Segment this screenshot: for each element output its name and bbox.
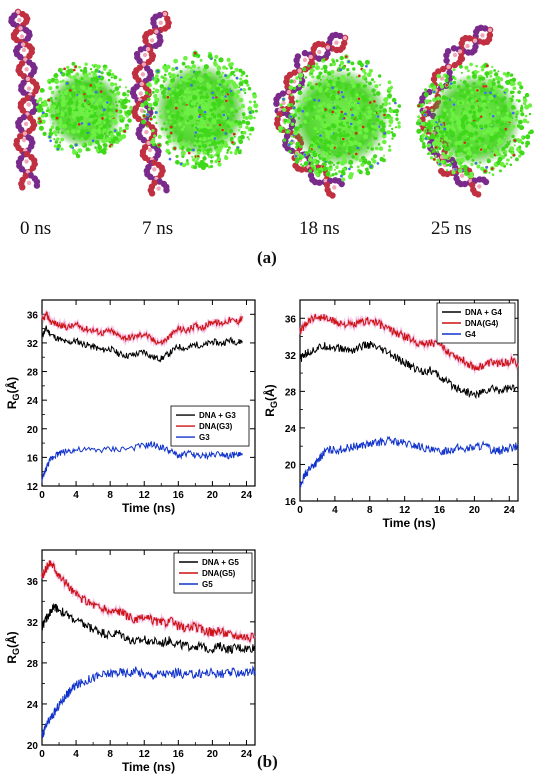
snapshot-label-0ns: 0 ns bbox=[20, 218, 52, 239]
series-line-g5 bbox=[41, 665, 256, 739]
legend-entry: G4 bbox=[465, 330, 476, 339]
y-axis-label: RG(Å) bbox=[262, 384, 279, 416]
x-tick-label: 20 bbox=[469, 505, 481, 516]
x-tick-label: 8 bbox=[367, 505, 373, 516]
rg-charts: 0 4 8 12 16 20 24 12 16 20 24 28 32 36 Time (ns) RG(Å) D… bbox=[4, 299, 520, 774]
y-tick-label: 24 bbox=[27, 396, 39, 407]
y-tick-label: 16 bbox=[285, 497, 297, 508]
dna-helix-0ns bbox=[8, 8, 41, 191]
legend-entry: DNA(G5) bbox=[202, 569, 236, 578]
y-axis-label: RG(Å) bbox=[4, 631, 21, 663]
series-line-g4 bbox=[299, 435, 519, 488]
rg-chart-g5: 0 4 8 12 16 20 24 20 24 28 32 36 Time (ns) RG(Å) DNA +… bbox=[4, 549, 256, 774]
y-tick-label: 32 bbox=[285, 351, 297, 362]
x-tick-label: 16 bbox=[173, 749, 185, 760]
series-line-dna-g4 bbox=[299, 341, 519, 400]
y-tick-label: 12 bbox=[27, 482, 39, 493]
x-tick-label: 16 bbox=[434, 505, 446, 516]
dendrimer-0ns bbox=[35, 61, 135, 159]
x-axis-label: Time (ns) bbox=[382, 516, 435, 530]
legend-entry: G5 bbox=[202, 580, 213, 589]
y-tick-label: 28 bbox=[27, 368, 39, 379]
x-tick-label: 20 bbox=[207, 490, 219, 501]
dendrimer-25ns bbox=[415, 62, 534, 179]
y-tick-label: 32 bbox=[27, 618, 39, 629]
y-tick-label: 16 bbox=[27, 453, 39, 464]
x-tick-label: 4 bbox=[73, 749, 79, 760]
x-tick-label: 24 bbox=[504, 505, 516, 516]
legend-entry: DNA(G3) bbox=[199, 422, 233, 431]
y-axis-label: RG(Å) bbox=[4, 377, 21, 409]
y-tick-label: 32 bbox=[27, 339, 39, 350]
y-tick-label: 24 bbox=[285, 424, 297, 435]
legend-entry: G3 bbox=[199, 433, 210, 442]
legend-entry: DNA(G4) bbox=[465, 319, 499, 328]
series-line-dna-g3 bbox=[41, 325, 243, 363]
x-tick-label: 0 bbox=[297, 505, 303, 516]
y-tick-label: 28 bbox=[27, 659, 39, 670]
x-tick-label: 0 bbox=[39, 749, 45, 760]
legend-entry: DNA + G3 bbox=[199, 411, 236, 420]
snapshot-label-25ns: 25 ns bbox=[431, 218, 472, 239]
x-tick-label: 12 bbox=[399, 505, 411, 516]
x-tick-label: 12 bbox=[139, 749, 151, 760]
x-tick-label: 4 bbox=[73, 490, 79, 501]
series-line-dna-g5 bbox=[41, 602, 256, 655]
plot-frame bbox=[41, 299, 256, 487]
series-line-dna-g3- bbox=[41, 311, 243, 346]
x-axis-label: Time (ns) bbox=[122, 501, 175, 515]
snapshot-panel bbox=[8, 8, 534, 199]
legend-entry: DNA + G5 bbox=[202, 558, 239, 567]
x-tick-label: 24 bbox=[241, 490, 253, 501]
dendrimer-7ns bbox=[140, 50, 259, 170]
snapshot-label-7ns: 7 ns bbox=[142, 218, 174, 239]
snapshot-label-18ns: 18 ns bbox=[299, 218, 340, 239]
panel-label-b: (b) bbox=[257, 752, 278, 771]
rg-chart-g3: 0 4 8 12 16 20 24 12 16 20 24 28 32 36 Time (ns) RG(Å) D… bbox=[4, 299, 256, 515]
y-tick-label: 20 bbox=[27, 741, 39, 752]
x-tick-label: 16 bbox=[173, 490, 185, 501]
plot-frame bbox=[299, 299, 519, 502]
y-tick-label: 36 bbox=[27, 577, 39, 588]
legend-entry: DNA + G4 bbox=[465, 308, 502, 317]
x-tick-label: 4 bbox=[332, 505, 338, 516]
series-line-g3 bbox=[41, 440, 243, 483]
x-tick-label: 8 bbox=[107, 490, 113, 501]
y-tick-label: 20 bbox=[27, 425, 39, 436]
x-axis-label: Time (ns) bbox=[122, 760, 175, 774]
y-tick-label: 24 bbox=[27, 700, 39, 711]
rg-chart-g4: 0 4 8 12 16 20 24 16 20 24 28 32 36 Time (ns) RG(Å) DNA… bbox=[262, 299, 520, 530]
x-tick-label: 8 bbox=[107, 749, 113, 760]
y-tick-label: 36 bbox=[285, 314, 297, 325]
y-tick-label: 20 bbox=[285, 460, 297, 471]
y-tick-label: 36 bbox=[27, 310, 39, 321]
series-line-dna-g5- bbox=[41, 560, 256, 643]
x-tick-label: 0 bbox=[39, 490, 45, 501]
y-tick-label: 28 bbox=[285, 387, 297, 398]
x-tick-label: 20 bbox=[207, 749, 219, 760]
dendrimer-18ns bbox=[276, 54, 402, 182]
series-line-dna-g4- bbox=[299, 313, 519, 372]
x-tick-label: 12 bbox=[139, 490, 151, 501]
panel-label-a: (a) bbox=[257, 248, 277, 267]
x-tick-label: 24 bbox=[241, 749, 253, 760]
snapshots-group bbox=[8, 8, 534, 199]
